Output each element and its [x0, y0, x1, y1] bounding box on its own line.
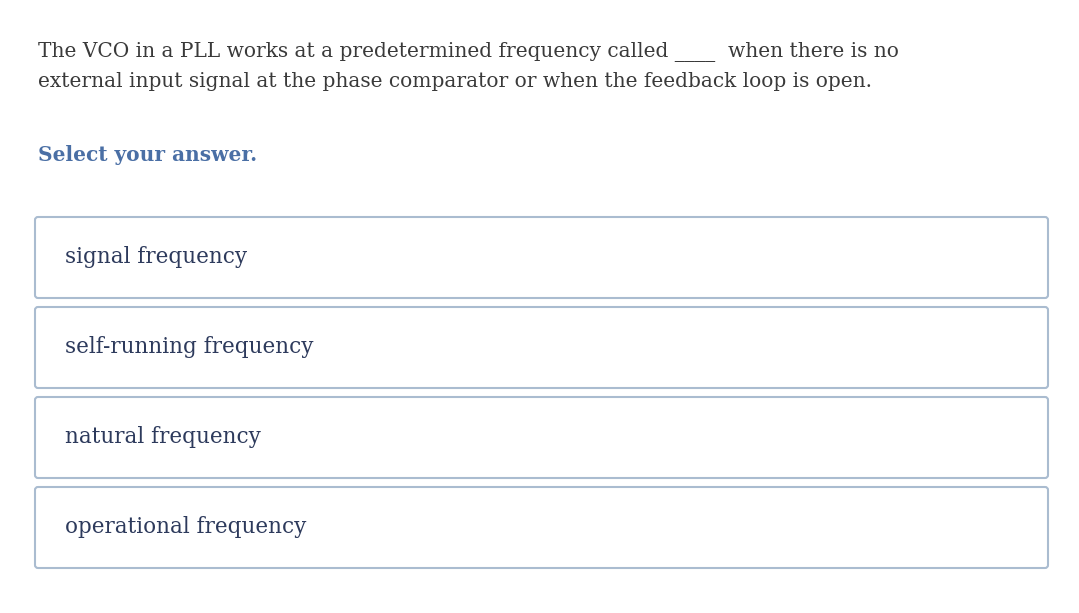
Text: The VCO in a PLL works at a predetermined frequency called ____  when there is n: The VCO in a PLL works at a predetermine…	[38, 42, 899, 62]
FancyBboxPatch shape	[35, 397, 1048, 478]
Text: self-running frequency: self-running frequency	[65, 337, 314, 359]
FancyBboxPatch shape	[35, 307, 1048, 388]
Text: Select your answer.: Select your answer.	[38, 145, 257, 165]
FancyBboxPatch shape	[35, 217, 1048, 298]
Text: natural frequency: natural frequency	[65, 427, 261, 449]
Text: operational frequency: operational frequency	[65, 517, 306, 538]
Text: external input signal at the phase comparator or when the feedback loop is open.: external input signal at the phase compa…	[38, 72, 872, 91]
FancyBboxPatch shape	[35, 487, 1048, 568]
Text: signal frequency: signal frequency	[65, 246, 247, 268]
